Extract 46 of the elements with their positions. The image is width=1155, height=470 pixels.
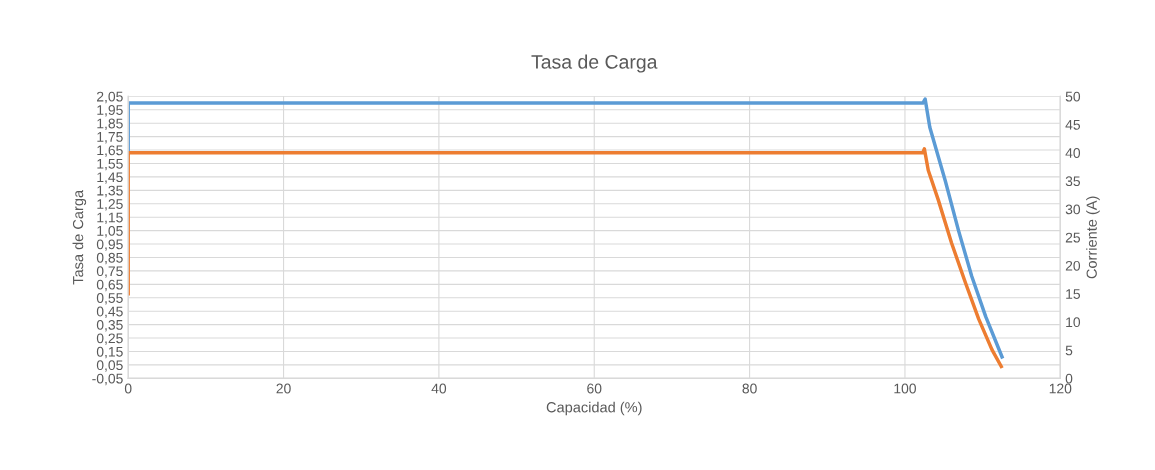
line-series: [128, 97, 1004, 359]
y-tick-label: 0,05: [96, 360, 123, 372]
y-tick-label: 1,85: [97, 118, 123, 131]
y-tick-label: 1,35: [97, 185, 123, 198]
y2-axis-title: Corriente (A): [1086, 196, 1100, 279]
y-tick-label: 0,85: [96, 252, 123, 265]
chart-title: Tasa de Carga: [531, 54, 658, 73]
x-tick-label: 80: [742, 383, 757, 394]
y2-tick-label: 25: [1065, 232, 1081, 243]
y-tick-label: 1,05: [97, 225, 123, 238]
y-tick-label: 0,55: [96, 293, 123, 305]
y2-tick-label: 15: [1066, 289, 1081, 299]
y-tick-label: -0,05: [92, 373, 123, 386]
y2-tick-label: 0: [1065, 373, 1073, 384]
y-tick-label: 1,15: [97, 212, 123, 225]
y2-tick-label: 40: [1065, 148, 1081, 158]
y-tick-label: 1,75: [97, 132, 123, 144]
y2-tick-label: 45: [1065, 120, 1081, 130]
y-axis-title: Tasa de Carga: [72, 189, 87, 285]
y2-tick-label: 30: [1065, 204, 1081, 215]
y-tick-label: 1,25: [97, 199, 123, 211]
y-tick-label: 0,35: [96, 319, 123, 332]
y-tick-label: 0,15: [96, 346, 123, 359]
y-tick-label: 0,65: [96, 279, 123, 292]
x-tick-label: 100: [894, 383, 916, 394]
y-tick-label: 0,25: [96, 333, 123, 345]
y2-tick-label: 50: [1065, 91, 1081, 102]
y-tick-label: 0,95: [96, 239, 123, 251]
y2-tick-label: 20: [1065, 260, 1081, 271]
y2-tick-label: 10: [1066, 317, 1081, 328]
y2-tick-label: 5: [1065, 345, 1073, 356]
x-tick-label: 20: [276, 383, 291, 394]
y-tick-label: 0,45: [96, 306, 123, 319]
x-axis-title: Capacidad (%): [546, 401, 642, 416]
x-tick-label: 40: [431, 383, 447, 394]
line-series: [128, 147, 1003, 369]
y-tick-label: 0,75: [96, 266, 123, 278]
y-tick-label: 1,55: [97, 158, 123, 171]
y-tick-label: 2,05: [97, 91, 123, 104]
x-tick-label: 120: [1049, 383, 1072, 394]
x-tick-label: 60: [587, 383, 602, 394]
y-tick-label: 1,65: [97, 145, 123, 157]
y-tick-label: 1,45: [97, 172, 123, 184]
x-tick-label: 0: [124, 383, 132, 394]
y2-tick-label: 35: [1065, 176, 1081, 187]
y-tick-label: 1,95: [97, 105, 123, 117]
